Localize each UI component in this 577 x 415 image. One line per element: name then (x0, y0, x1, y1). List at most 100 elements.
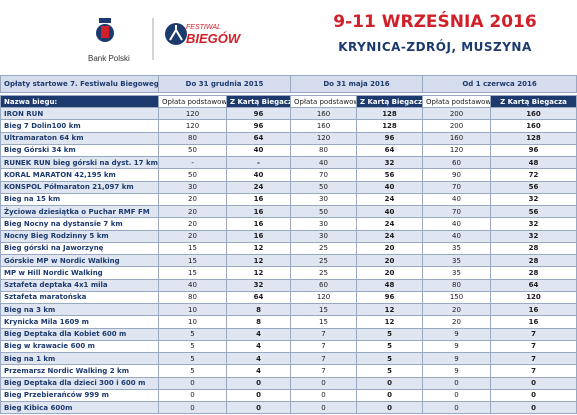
fee-cell: 24 (355, 217, 424, 231)
fee-cell: 40 (422, 229, 492, 243)
fee-cell: 120 (158, 119, 227, 133)
fee-cell: 120 (490, 290, 577, 305)
fee-cell: 16 (226, 229, 291, 243)
fee-cell: 15 (158, 253, 227, 268)
data-row: Życiowa dziesiątka o Puchar RMF FM 20 16 50… (0, 204, 577, 219)
race-name: Bieg Kibica 600m (0, 400, 159, 415)
fee-cell: 56 (490, 180, 577, 194)
fee-cell: 64 (355, 143, 424, 158)
fee-cell: 7 (490, 364, 577, 378)
race-name: Bieg na 15 km (0, 192, 159, 207)
fee-cell: - (226, 155, 291, 170)
fee-cell: 48 (355, 278, 424, 292)
fee-cell: 128 (355, 119, 424, 133)
data-row: Bieg na 3 km 10 8 15 12 20 16 (0, 302, 577, 317)
event-location: KRYNICA-ZDRÓJ, MUSZYNA (338, 40, 532, 54)
column-header: Opłata podstawowa (158, 95, 227, 108)
fee-table: Opłaty startowe 7. Festiwalu Biegowego Do… (0, 75, 577, 415)
race-name: KORAL MARATON 42,195 km (0, 168, 159, 182)
fee-cell: 200 (422, 119, 492, 133)
fee-cell: 0 (290, 388, 357, 403)
fee-cell: 96 (355, 290, 424, 305)
fee-cell: 24 (355, 192, 424, 207)
fee-cell: 7 (290, 327, 357, 341)
data-row: Bieg na 1 km 5 4 7 5 9 7 (0, 351, 577, 366)
fee-cell: 150 (422, 290, 492, 305)
race-name: Bieg 7 Dolin100 km (0, 119, 159, 133)
fee-cell: 50 (158, 143, 227, 158)
data-row: Sztafeta maratońska 80 64 120 96 150 120 (0, 290, 577, 305)
column-header: Z Kartą Biegacza (226, 95, 291, 108)
fee-cell: 24 (355, 229, 424, 243)
fee-cell: 4 (226, 327, 291, 341)
fee-cell: 25 (290, 241, 357, 256)
fee-cell: 40 (158, 278, 227, 292)
fee-cell: 25 (290, 253, 357, 268)
fee-cell: 12 (226, 253, 291, 268)
data-row: Bieg Nocny na dystansie 7 km 20 16 30 24 40 32 (0, 217, 577, 231)
fee-cell: 160 (290, 119, 357, 133)
fee-cell: 40 (290, 155, 357, 170)
fee-cell: 0 (490, 388, 577, 403)
festival-bottom: BIEGÓW (186, 31, 241, 46)
fee-cell: 50 (158, 168, 227, 182)
fee-cell: 0 (490, 400, 577, 415)
fee-cell: 16 (490, 302, 577, 317)
race-name: Krynicka Mila 1609 m (0, 315, 159, 329)
fee-cell: 12 (226, 266, 291, 280)
fee-cell: 28 (490, 253, 577, 268)
fee-cell: 20 (355, 241, 424, 256)
fee-cell: 64 (226, 131, 291, 145)
fee-cell: 8 (226, 315, 291, 329)
period: Do 31 maja 2016 (289, 75, 424, 93)
fee-cell: 0 (226, 400, 291, 415)
fee-cell: 12 (226, 241, 291, 256)
fee-cell: 40 (355, 180, 424, 194)
fee-cell: 96 (226, 106, 291, 121)
fee-cell: 0 (422, 388, 492, 403)
fee-cell: 4 (226, 351, 291, 366)
bank-logo-part (101, 26, 109, 38)
fee-cell: 40 (226, 168, 291, 182)
fee-cell: 10 (158, 315, 227, 329)
fee-cell: 16 (226, 204, 291, 219)
fee-cell: 35 (422, 253, 492, 268)
fee-cell: 16 (490, 315, 577, 329)
fee-cell: 7 (290, 364, 357, 378)
fee-cell: 20 (158, 217, 227, 231)
fee-cell: 120 (158, 106, 227, 121)
fee-cell: 96 (226, 119, 291, 133)
fee-cell: 30 (290, 229, 357, 243)
fee-cell: 32 (490, 217, 577, 231)
fee-cell: 12 (355, 302, 424, 317)
fee-cell: 30 (290, 192, 357, 207)
fee-cell: 20 (158, 204, 227, 219)
fee-cell: 7 (490, 327, 577, 341)
fee-cell: 96 (355, 131, 424, 145)
race-name: IRON RUN (0, 106, 159, 121)
fee-cell: 0 (355, 388, 424, 403)
fee-cell: 7 (290, 339, 357, 354)
race-name: Sztafeta maratońska (0, 290, 159, 305)
fee-cell: 20 (355, 253, 424, 268)
fee-cell: 0 (158, 388, 227, 403)
fee-cell: - (158, 155, 227, 170)
column-header: Opłata podstawowa (422, 95, 492, 108)
fee-cell: 0 (158, 400, 227, 415)
fee-cell: 48 (490, 155, 577, 170)
fee-cell: 9 (422, 351, 492, 366)
data-row: Ultramaraton 64 km 80 64 120 96 160 128 (0, 131, 577, 145)
fee-cell: 128 (355, 106, 424, 121)
race-name: Bieg na 1 km (0, 351, 159, 366)
fee-cell: 4 (226, 364, 291, 378)
data-row: Bieg Górski 34 km 50 40 80 64 120 96 (0, 143, 577, 158)
logos (96, 18, 187, 60)
fee-cell: 120 (290, 131, 357, 145)
data-row: Sztafeta deptaka 4x1 mila 40 32 60 48 80 64 (0, 278, 577, 292)
fee-cell: 40 (355, 204, 424, 219)
name-header: Nazwa biegu: (0, 95, 159, 108)
fee-cell: 30 (158, 180, 227, 194)
